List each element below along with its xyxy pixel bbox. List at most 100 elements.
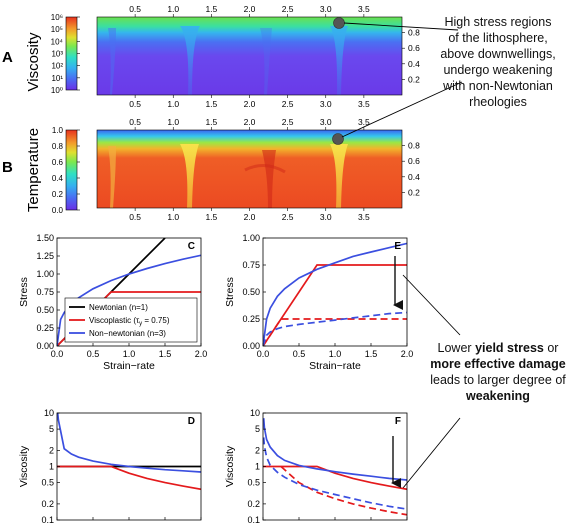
annotation-top-line: with non-Newtonian: [443, 79, 553, 93]
x-tick-label-top: 3.5: [358, 117, 370, 127]
x-tick-label: 1.0: [329, 349, 342, 359]
panel-a-colorbar-ticks: 10⁰ 10¹ 10² 10³ 10⁴ 10⁵ 10⁶: [51, 13, 80, 95]
y-tick-label: 1.00: [242, 233, 260, 243]
annotation-top-line: undergo weakening: [443, 63, 553, 77]
x-tick-label: 1.5: [159, 349, 172, 359]
annotation-top: High stress regions of the lithosphere, ab…: [418, 14, 578, 110]
panel-letter: E: [394, 241, 401, 252]
colorbar-tick-label: 10⁴: [51, 37, 64, 46]
colorbar-tick-label: 0.0: [52, 206, 64, 215]
panel-a-letter: A: [2, 49, 13, 66]
x-tick-label-top: 0.5: [129, 4, 141, 14]
colorbar-tick-label: 10²: [51, 62, 63, 71]
y-tick-label: 0.5: [247, 478, 260, 488]
panel-b-marker: [332, 133, 344, 145]
legend-box: [64, 297, 198, 343]
panel-e: 0.0 0.5 1.0 1.5 2.0 0.00 0.25 0.50 0.75 1.00 Strai…: [224, 233, 413, 372]
y-tick-label: 1: [49, 462, 54, 472]
annotation-top-line: above downwellings,: [440, 47, 556, 61]
panel-a-field: [96, 16, 403, 96]
y-tick-label: 0.6: [408, 43, 420, 53]
y-tick-label: 0.75: [36, 287, 54, 297]
y-tick-label: 0.2: [408, 74, 420, 84]
annotation-text: or: [543, 341, 559, 355]
y-axis-label: Viscosity: [18, 445, 30, 487]
pointer-line-b: [341, 81, 463, 138]
y-axis-label: Stress: [18, 277, 30, 307]
y-tick-label: 0.75: [242, 260, 260, 270]
y-tick-label: 0.1: [247, 515, 260, 524]
legend-label-subscript: y: [139, 321, 142, 327]
panel-b-field: [96, 129, 403, 209]
y-axis-label: Stress: [224, 277, 236, 307]
legend-label: Non−newtonian (n=3): [89, 329, 166, 338]
colorbar-tick-label: 10⁵: [51, 25, 63, 34]
y-tick-label: 5: [49, 424, 54, 434]
y-tick-label: 1: [255, 462, 260, 472]
y-tick-label: 0.50: [36, 305, 54, 315]
panel-a-marker: [333, 17, 345, 29]
annotation-emphasis: weakening: [466, 389, 530, 403]
x-tick-label-top: 1.0: [167, 117, 179, 127]
pointer-line-e: [402, 274, 461, 336]
panel-b-x-ticks: 0.5 0.5 1.0 1.0 1.5 1.5 2.0 2.0 2.5 2.5 3.0 3.0 3.5 3…: [129, 117, 370, 222]
y-tick-label: 0.2: [41, 499, 54, 509]
panel-letter: F: [395, 416, 401, 427]
series-line-red-dashed: [280, 465, 407, 516]
legend-label-part: = 0.75): [142, 316, 170, 325]
y-tick-label: 0.8: [408, 141, 420, 151]
panel-a-colorbar: [65, 16, 78, 91]
y-tick-label: 10: [250, 408, 260, 418]
panel-d: 0.00.51.01.52.00.10.20.512510Strain−rate…: [18, 408, 207, 524]
y-tick-label: 0.2: [247, 499, 260, 509]
annotation-top-line: rheologies: [469, 95, 527, 109]
y-tick-label: 10: [44, 408, 54, 418]
x-tick-label-bottom: 1.5: [205, 212, 217, 222]
series-line-red: [263, 465, 407, 491]
annotation-bottom-line: more effective damage: [418, 356, 578, 372]
y-tick-label: 0.1: [41, 515, 54, 524]
series-line-red: [57, 465, 201, 491]
panel-b-colorbar-ticks: 0.0 0.2 0.4 0.6 0.8 1.0: [52, 126, 80, 215]
legend-label: Viscoplastic (τy = 0.75): [89, 316, 170, 327]
colorbar-tick-label: 0.6: [52, 158, 64, 167]
series-line-red: [263, 264, 407, 346]
colorbar-tick-label: 10⁰: [51, 86, 63, 95]
x-tick-label: 0.5: [293, 349, 306, 359]
x-tick-label-bottom: 0.5: [129, 212, 141, 222]
x-tick-label: 0.0: [51, 349, 64, 359]
x-tick-label-bottom: 0.5: [129, 99, 141, 109]
panel-b-y-ticks: 0.2 0.4 0.6 0.8: [402, 141, 420, 197]
panel-c: 0.0 0.5 1.0 1.5 2.0 0.00 0.25 0.50 0.75 1.00 1.25 1…: [18, 233, 207, 372]
x-tick-label-top: 3.0: [320, 4, 332, 14]
colorbar-tick-label: 10⁶: [51, 13, 63, 22]
y-tick-label: 1.25: [36, 251, 54, 261]
colorbar-tick-label: 0.4: [52, 174, 64, 183]
series-line-blue-dashed: [263, 311, 407, 346]
y-tick-label: 2: [49, 445, 54, 455]
colorbar-tick-label: 0.2: [52, 190, 64, 199]
x-tick-label-top: 2.0: [244, 117, 256, 127]
series-line-blue: [263, 418, 407, 481]
y-tick-label: 0.25: [242, 314, 260, 324]
x-tick-label-top: 0.5: [129, 117, 141, 127]
x-tick-label-top: 1.5: [205, 4, 217, 14]
colorbar-tick-label: 1.0: [52, 126, 64, 135]
annotation-text: Lower: [437, 341, 476, 355]
x-tick-label-bottom: 1.0: [167, 212, 179, 222]
panel-b-ylabel: Temperature: [25, 128, 42, 212]
x-tick-label-top: 2.0: [244, 4, 256, 14]
colorbar-tick-label: 10¹: [51, 74, 63, 83]
legend-label-part: Viscoplastic (τ: [89, 316, 140, 325]
x-tick-label-bottom: 2.5: [282, 99, 294, 109]
pointer-line-a: [343, 22, 459, 31]
x-tick-label: 1.5: [365, 349, 378, 359]
series-line-blue: [263, 242, 407, 346]
panel-b-letter: B: [2, 159, 13, 176]
series-line-blue: [57, 413, 201, 473]
x-axis-label: Strain−rate: [103, 360, 155, 372]
y-axis-label: Viscosity: [224, 445, 236, 487]
x-tick-label: 2.0: [195, 349, 208, 359]
series-line-blue: [57, 254, 201, 346]
